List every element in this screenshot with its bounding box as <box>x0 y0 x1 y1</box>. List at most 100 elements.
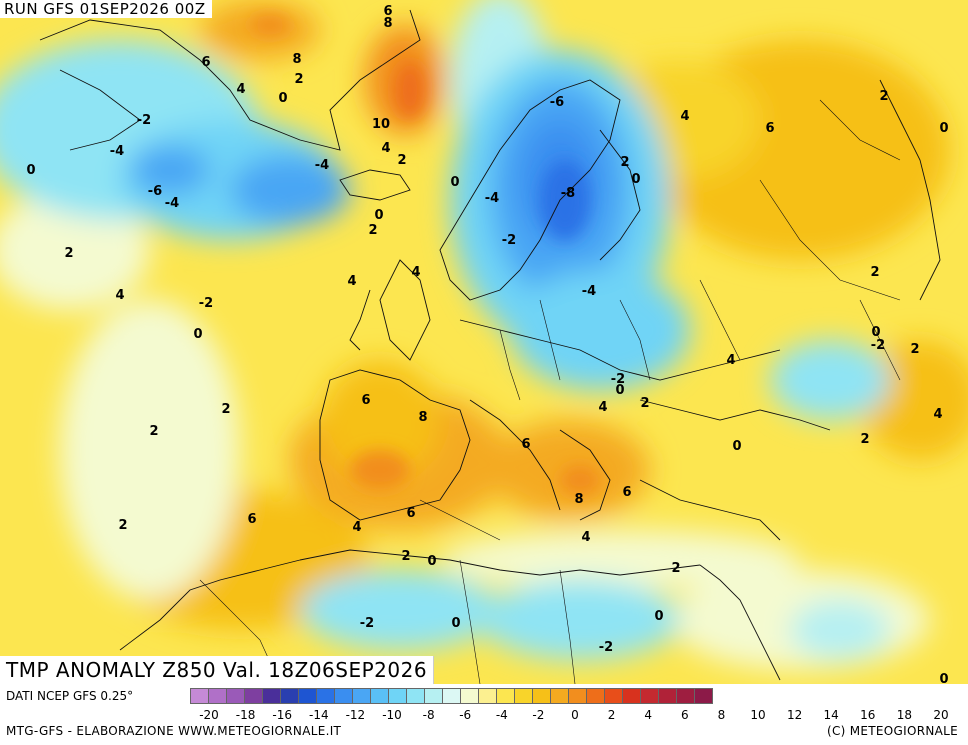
contour-label: -2 <box>501 233 517 248</box>
colorbar-tick-label: -12 <box>345 708 366 722</box>
colorbar-swatch <box>316 688 335 704</box>
colorbar-swatch <box>586 688 605 704</box>
contour-label: 2 <box>640 396 650 411</box>
contour-label: 2 <box>910 342 920 357</box>
run-title: RUN GFS 01SEP2026 00Z <box>0 0 212 18</box>
contour-label: 6 <box>361 393 371 408</box>
contour-label: 0 <box>939 121 949 136</box>
contour-label: -2 <box>198 296 214 311</box>
contour-label: 8 <box>418 410 428 425</box>
colorbar-tick-label: 20 <box>933 708 949 722</box>
colorbar-swatch <box>226 688 245 704</box>
colorbar-swatch <box>694 688 713 704</box>
contour-label: -4 <box>484 191 500 206</box>
contour-label: 2 <box>64 246 74 261</box>
contour-label: -2 <box>598 640 614 655</box>
contour-label: -4 <box>581 284 597 299</box>
contour-label: 6 <box>247 512 257 527</box>
colorbar-swatch <box>532 688 551 704</box>
colorbar-swatch <box>622 688 641 704</box>
map-title: TMP ANOMALY Z850 Val. 18Z06SEP2026 <box>0 656 435 684</box>
contour-label: -2 <box>136 113 152 128</box>
contour-label: 4 <box>411 265 421 280</box>
country-borders <box>199 99 901 684</box>
colorbar-swatch <box>244 688 263 704</box>
colorbar-swatch <box>550 688 569 704</box>
contour-label: -8 <box>560 186 576 201</box>
credit-left: MTG-GFS - ELABORAZIONE WWW.METEOGIORNALE… <box>6 724 342 738</box>
colorbar-swatch <box>514 688 533 704</box>
contour-label: 0 <box>631 172 641 187</box>
contour-label: 0 <box>278 91 288 106</box>
contour-label: 0 <box>654 609 664 624</box>
contour-label: 10 <box>371 117 391 132</box>
colorbar-tick-label: -16 <box>272 708 292 722</box>
colorbar-swatch <box>442 688 461 704</box>
legend-footer: DATI NCEP GFS 0.25° -20 -18 -16 -14 -12 -10 -8… <box>0 684 968 745</box>
contour-label: 2 <box>860 432 870 447</box>
coastlines <box>39 9 941 681</box>
contour-label: -4 <box>164 196 180 211</box>
contour-label: 4 <box>236 82 246 97</box>
contour-label: 2 <box>620 155 630 170</box>
contour-label: 2 <box>368 223 378 238</box>
colorbar-swatch <box>262 688 281 704</box>
contour-label: 0 <box>450 175 460 190</box>
colorbar-swatch <box>406 688 425 704</box>
contour-label: 2 <box>397 153 407 168</box>
contour-label: 6 <box>521 437 531 452</box>
colorbar-tick-label: 2 <box>607 708 616 722</box>
colorbar-tick-label: 8 <box>717 708 726 722</box>
contour-label: 4 <box>347 274 357 289</box>
contour-label: -6 <box>549 95 565 110</box>
colorbar-swatch <box>424 688 443 704</box>
contour-label: 0 <box>451 616 461 631</box>
contour-label: -6 <box>147 184 163 199</box>
colorbar-swatch <box>640 688 659 704</box>
colorbar-swatch <box>676 688 695 704</box>
colorbar-swatch <box>370 688 389 704</box>
colorbar-swatch <box>568 688 587 704</box>
temperature-anomaly-map: RUN GFS 01SEP2026 00Z 6 8 8 2 6 4 0 -2 -4 10 4 2 -4 0… <box>0 0 968 684</box>
contour-label: 2 <box>879 89 889 104</box>
contour-label: 4 <box>680 109 690 124</box>
contour-label: 4 <box>381 141 391 156</box>
contour-label: -4 <box>314 158 330 173</box>
colorbar-tick-label: -8 <box>422 708 435 722</box>
colorbar-tick-label: -2 <box>532 708 545 722</box>
contour-label: 0 <box>26 163 36 178</box>
colorbar-tick-label: 10 <box>750 708 766 722</box>
contour-label: 6 <box>622 485 632 500</box>
contour-label: 0 <box>615 383 625 398</box>
contour-label: 0 <box>374 208 384 223</box>
colorbar-swatch <box>280 688 299 704</box>
contour-label: 8 <box>292 52 302 67</box>
colorbar-swatch <box>190 688 209 704</box>
contour-label: 0 <box>732 439 742 454</box>
colorbar-tick-label: 16 <box>860 708 876 722</box>
contour-label: 6 <box>765 121 775 136</box>
colorbar-swatch <box>604 688 623 704</box>
data-source-label: DATI NCEP GFS 0.25° <box>6 689 134 703</box>
colorbar-swatch <box>352 688 371 704</box>
anomaly-field <box>0 0 968 670</box>
contour-label: 2 <box>149 424 159 439</box>
contour-label: 6 <box>383 4 393 19</box>
contour-label: -2 <box>610 372 626 387</box>
colorbar-swatch <box>208 688 227 704</box>
contour-label: 2 <box>671 561 681 576</box>
contour-label: 8 <box>574 492 584 507</box>
colorbar-tick-label: 0 <box>571 708 579 722</box>
contour-label: -4 <box>109 144 125 159</box>
contour-label: -2 <box>870 338 886 353</box>
colorbar-swatch <box>460 688 479 704</box>
contour-label: 2 <box>294 72 304 87</box>
colorbar-tick-label: -14 <box>308 708 329 722</box>
colorbar-swatch <box>658 688 677 704</box>
colorbar-tick-label: -20 <box>199 708 219 722</box>
colorbar-tick-label: 18 <box>896 708 913 722</box>
colorbar <box>190 688 713 704</box>
contour-label: 4 <box>115 288 125 303</box>
colorbar-swatch <box>478 688 497 704</box>
colorbar-swatch <box>298 688 317 704</box>
